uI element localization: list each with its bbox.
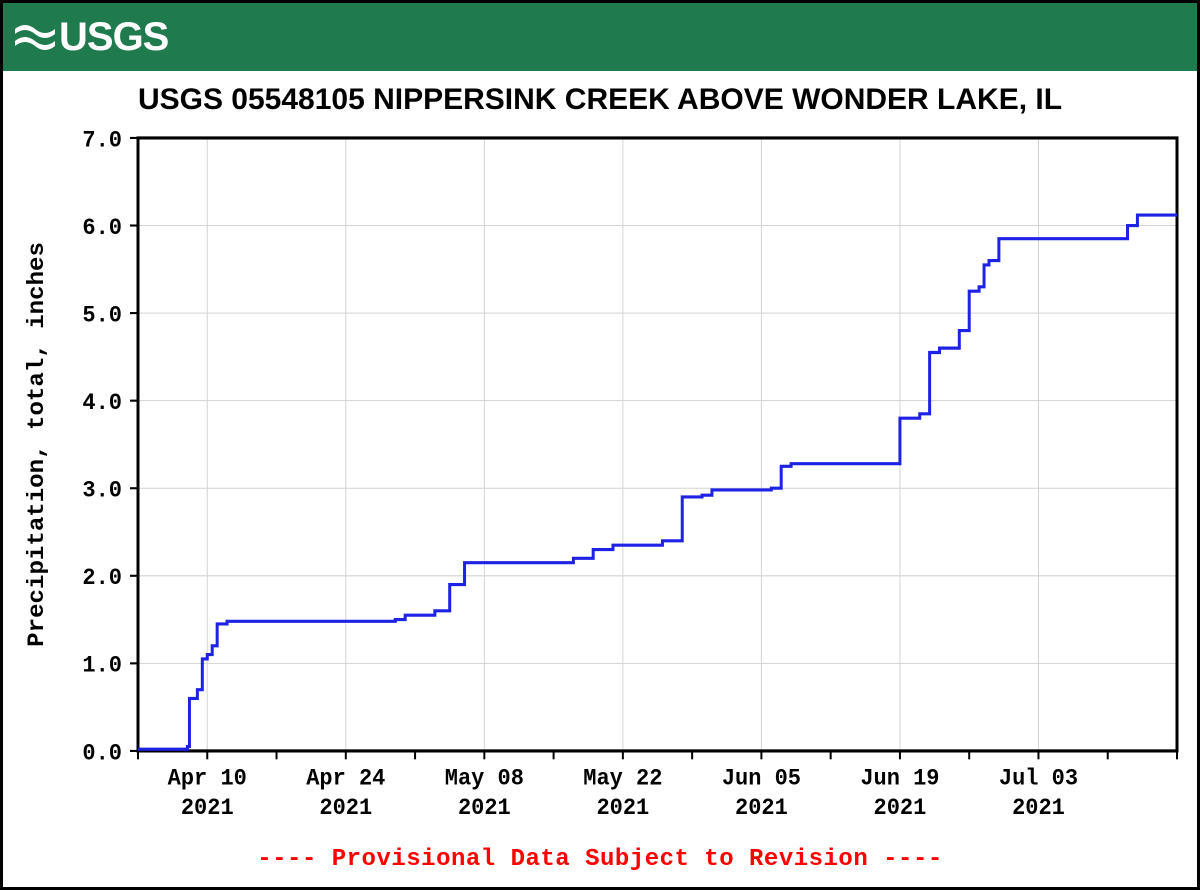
x-tick-label-bottom: 2021 [319,794,372,821]
x-tick-label-bottom: 2021 [458,794,511,821]
y-tick-label: 6.0 [82,214,122,241]
usgs-logo: USGS [15,15,168,60]
chart-frame: USGS USGS 05548105 NIPPERSINK CREEK ABOV… [0,0,1200,890]
chart-svg: 0.0 1.0 2.0 3.0 4.0 5.0 6.0 7.0 Precipitation, t… [3,117,1197,840]
chart-title: USGS 05548105 NIPPERSINK CREEK ABOVE WON… [3,71,1197,117]
y-tick-label: 4.0 [82,390,122,417]
x-tick-label-bottom: 2021 [181,794,234,821]
y-tick-label: 3.0 [82,477,122,504]
x-tick-label-top: Jun 05 [722,765,801,792]
x-tick-label-bottom: 2021 [874,794,927,821]
x-tick-label-top: May 08 [445,765,524,792]
x-tick-label-top: Jun 19 [860,765,939,792]
chart-area: 0.0 1.0 2.0 3.0 4.0 5.0 6.0 7.0 Precipitation, t… [3,117,1197,840]
x-tick-label-top: Apr 10 [168,765,247,792]
y-tick-label: 5.0 [82,302,122,329]
x-tick-label-bottom: 2021 [1012,794,1065,821]
y-tick-label: 7.0 [82,127,122,154]
y-tick-label: 1.0 [82,652,122,679]
header-bar: USGS [3,3,1197,71]
x-tick-label-bottom: 2021 [735,794,788,821]
x-tick-label-top: Apr 24 [306,765,385,792]
x-tick-label-top: Jul 03 [999,765,1078,792]
y-tick-label: 0.0 [82,740,122,767]
y-axis-title: Precipitation, total, inches [24,242,50,647]
usgs-logo-text: USGS [59,15,168,60]
provisional-note: ---- Provisional Data Subject to Revisio… [3,840,1197,887]
x-tick-label-top: May 22 [583,765,662,792]
usgs-wave-icon [15,17,55,57]
x-tick-label-bottom: 2021 [596,794,649,821]
y-tick-label: 2.0 [82,565,122,592]
